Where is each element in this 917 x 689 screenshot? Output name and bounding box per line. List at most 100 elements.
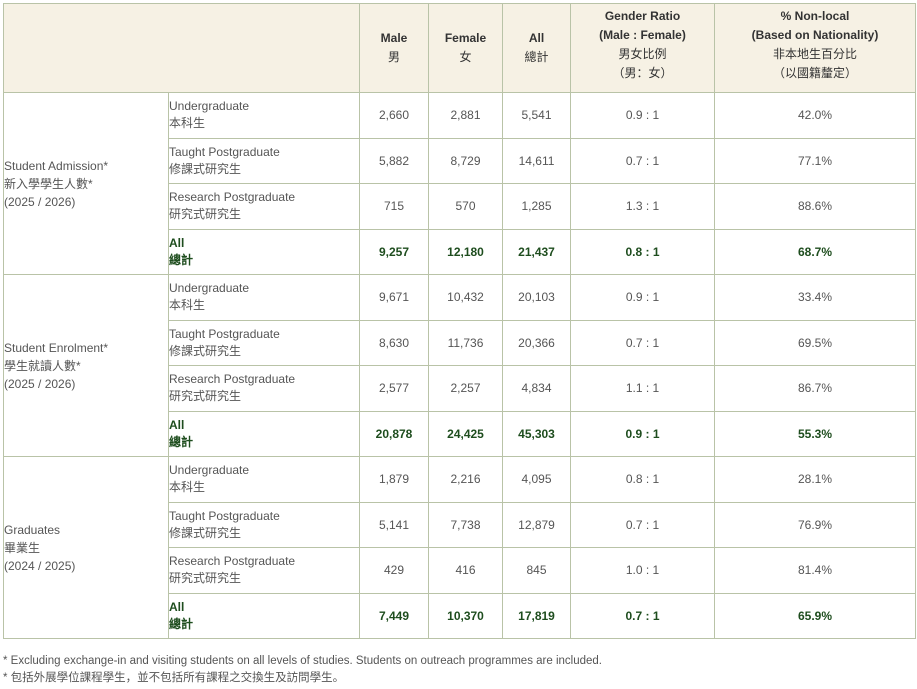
female-cell: 2,881	[428, 92, 503, 139]
header-male-en: Male	[380, 31, 408, 45]
header-blank-cell	[3, 3, 360, 93]
male-cell: 5,882	[359, 137, 429, 184]
level-zh: 本科生	[169, 480, 206, 495]
header-non-local: % Non-local (Based on Nationality) 非本地生百…	[714, 3, 916, 93]
header-gender-ratio-en1: Gender Ratio	[604, 9, 681, 23]
level-zh: 本科生	[169, 298, 206, 313]
male-cell: 7,449	[359, 592, 429, 639]
footnotes: * Excluding exchange-in and visiting stu…	[3, 653, 602, 687]
level-en: Undergraduate	[169, 463, 250, 478]
nonlocal-cell: 88.6%	[714, 183, 916, 230]
level-cell: Research Postgraduate 研究式研究生	[168, 365, 360, 412]
table-row: Student Admission* 新入學學生人數* (2025 / 2026…	[3, 92, 916, 275]
male-cell: 9,257	[359, 228, 429, 275]
level-en: Taught Postgraduate	[169, 326, 280, 341]
level-zh: 總計	[169, 434, 194, 449]
female-cell: 10,432	[428, 274, 503, 321]
level-cell: All 總計	[168, 410, 360, 457]
header-non-local-en1: % Non-local	[780, 9, 850, 23]
nonlocal-cell: 33.4%	[714, 274, 916, 321]
male-cell: 429	[359, 547, 429, 594]
nonlocal-cell: 69.5%	[714, 319, 916, 366]
group-label-en: Graduates	[4, 522, 61, 537]
male-cell: 715	[359, 183, 429, 230]
header-male-zh: 男	[387, 50, 400, 64]
level-zh: 總計	[169, 616, 194, 631]
ratio-cell: 1.0 : 1	[570, 547, 715, 594]
group-label-en: Student Admission*	[4, 158, 109, 173]
header-all-zh: 總計	[524, 50, 549, 64]
level-en: All	[169, 417, 185, 432]
table-row: Graduates 畢業生 (2024 / 2025) Undergraduat…	[3, 456, 916, 639]
all-cell: 21,437	[502, 228, 571, 275]
level-en: Undergraduate	[169, 281, 250, 296]
header-female: Female 女	[428, 3, 503, 93]
all-cell: 5,541	[502, 92, 571, 139]
group-label-admission: Student Admission* 新入學學生人數* (2025 / 2026…	[3, 92, 169, 275]
level-zh: 修課式研究生	[169, 161, 242, 176]
table-row: Taught Postgraduate 修課式研究生 5,141 7,738 12…	[4, 501, 916, 548]
nonlocal-cell: 76.9%	[714, 501, 916, 548]
header-female-en: Female	[444, 31, 487, 45]
ratio-cell: 0.7 : 1	[570, 501, 715, 548]
group-period: (2024 / 2025)	[4, 558, 76, 573]
all-cell: 45,303	[502, 410, 571, 457]
female-cell: 416	[428, 547, 503, 594]
table-row: Research Postgraduate 研究式研究生 715 570 1,28…	[4, 183, 916, 230]
header-gender-ratio-zh2: （男：女）	[612, 66, 673, 80]
group-label-graduates: Graduates 畢業生 (2024 / 2025)	[3, 456, 169, 639]
female-cell: 10,370	[428, 592, 503, 639]
nonlocal-cell: 28.1%	[714, 456, 916, 503]
level-cell: All 總計	[168, 592, 360, 639]
level-cell: Taught Postgraduate 修課式研究生	[168, 319, 360, 366]
level-en: Taught Postgraduate	[169, 508, 280, 523]
female-cell: 570	[428, 183, 503, 230]
level-cell: Research Postgraduate 研究式研究生	[168, 547, 360, 594]
male-cell: 2,577	[359, 365, 429, 412]
female-cell: 8,729	[428, 137, 503, 184]
ratio-cell: 0.7 : 1	[570, 137, 715, 184]
level-en: Research Postgraduate	[169, 190, 296, 205]
student-statistics-table: Male 男 Female 女 All 總計 Gender Ratio (Mal…	[3, 3, 916, 639]
male-cell: 5,141	[359, 501, 429, 548]
group-label-zh: 畢業生	[4, 540, 41, 555]
header-all-en: All	[528, 31, 545, 45]
group-label-enrolment: Student Enrolment* 學生就讀人數* (2025 / 2026)	[3, 274, 169, 457]
ratio-cell: 1.3 : 1	[570, 183, 715, 230]
nonlocal-cell: 55.3%	[714, 410, 916, 457]
male-cell: 9,671	[359, 274, 429, 321]
level-zh: 研究式研究生	[169, 389, 242, 404]
all-cell: 845	[502, 547, 571, 594]
table-row: Student Enrolment* 學生就讀人數* (2025 / 2026)…	[3, 274, 916, 457]
level-cell: Undergraduate 本科生	[168, 456, 360, 503]
nonlocal-cell: 77.1%	[714, 137, 916, 184]
header-non-local-zh1: 非本地生百分比	[772, 47, 857, 61]
female-cell: 7,738	[428, 501, 503, 548]
table-row: Research Postgraduate 研究式研究生 2,577 2,257 …	[4, 365, 916, 412]
female-cell: 11,736	[428, 319, 503, 366]
all-cell: 4,834	[502, 365, 571, 412]
female-cell: 24,425	[428, 410, 503, 457]
male-cell: 20,878	[359, 410, 429, 457]
total-row: All 總計 9,257 12,180 21,437 0.8 : 1 68.7%	[4, 228, 916, 275]
ratio-cell: 0.9 : 1	[570, 92, 715, 139]
ratio-cell: 0.9 : 1	[570, 410, 715, 457]
all-cell: 20,103	[502, 274, 571, 321]
all-cell: 1,285	[502, 183, 571, 230]
header-gender-ratio: Gender Ratio (Male : Female) 男女比例 （男：女）	[570, 3, 715, 93]
level-zh: 總計	[169, 252, 194, 267]
all-cell: 20,366	[502, 319, 571, 366]
header-gender-ratio-en2: (Male : Female)	[599, 28, 686, 42]
group-label-en: Student Enrolment*	[4, 340, 109, 355]
nonlocal-cell: 42.0%	[714, 92, 916, 139]
header-all: All 總計	[502, 3, 571, 93]
female-cell: 2,257	[428, 365, 503, 412]
ratio-cell: 0.7 : 1	[570, 592, 715, 639]
all-cell: 4,095	[502, 456, 571, 503]
header-male: Male 男	[359, 3, 429, 93]
female-cell: 2,216	[428, 456, 503, 503]
all-cell: 17,819	[502, 592, 571, 639]
level-en: Undergraduate	[169, 99, 250, 114]
male-cell: 8,630	[359, 319, 429, 366]
all-cell: 12,879	[502, 501, 571, 548]
